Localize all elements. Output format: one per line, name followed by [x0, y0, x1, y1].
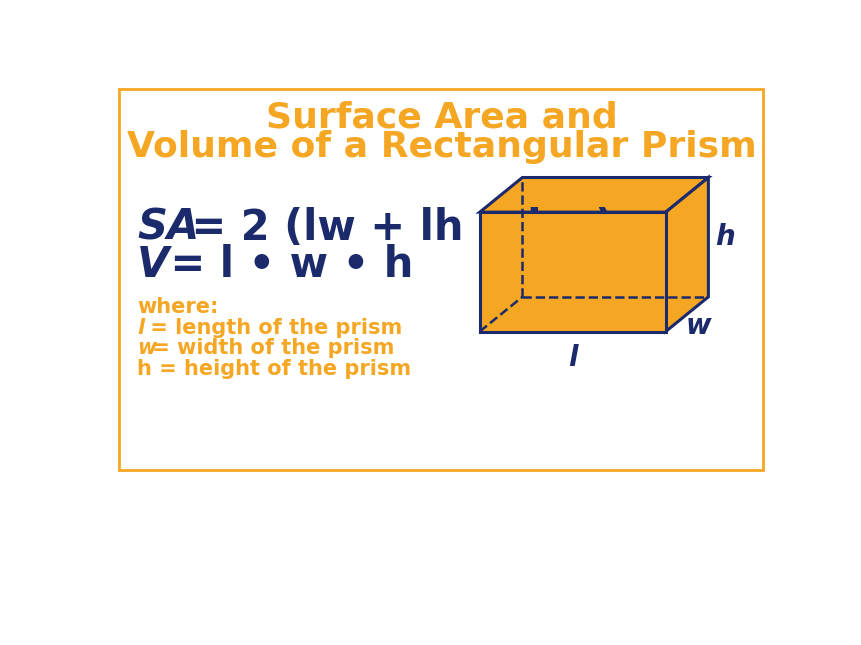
Text: h: h [715, 223, 734, 251]
Text: w: w [137, 339, 156, 359]
Text: l: l [137, 317, 144, 337]
Text: V: V [137, 244, 170, 286]
Text: = l • w • h: = l • w • h [156, 244, 412, 286]
Polygon shape [480, 212, 665, 332]
Text: w: w [685, 312, 710, 340]
Text: l: l [567, 344, 577, 372]
Text: SA: SA [137, 206, 199, 248]
Polygon shape [480, 177, 708, 212]
Text: = width of the prism: = width of the prism [145, 339, 393, 359]
Text: where:: where: [137, 297, 219, 317]
Text: = 2 (lw + lh + hw): = 2 (lw + lh + hw) [177, 206, 614, 248]
Text: Surface Area and: Surface Area and [265, 101, 617, 134]
Text: Volume of a Rectangular Prism: Volume of a Rectangular Prism [127, 130, 756, 164]
Text: = length of the prism: = length of the prism [143, 317, 402, 337]
Text: h = height of the prism: h = height of the prism [137, 359, 411, 379]
Polygon shape [665, 177, 708, 332]
